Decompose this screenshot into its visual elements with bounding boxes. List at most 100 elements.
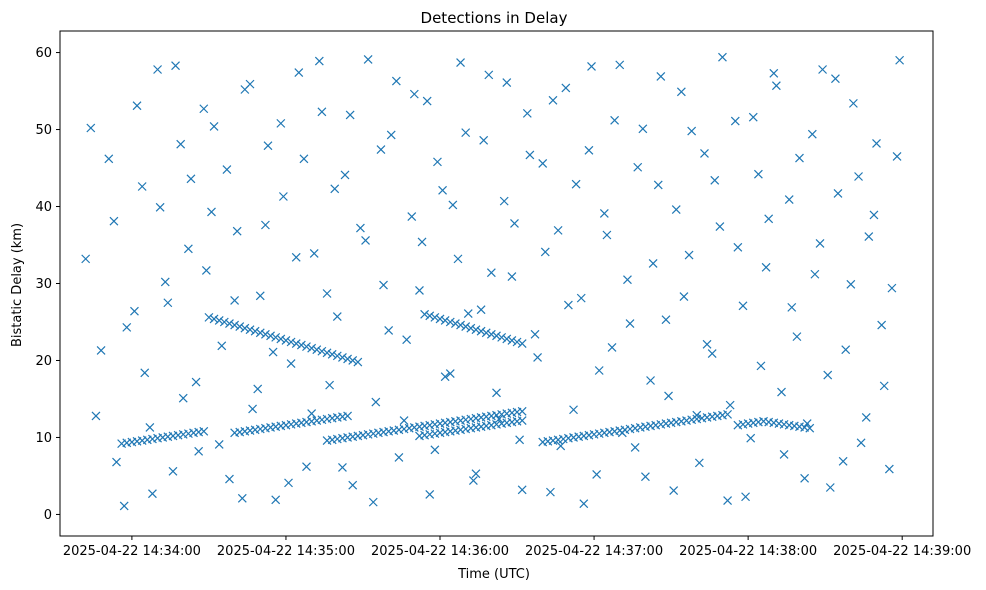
- x-tick-label: 2025-04-22 14:35:00: [217, 544, 355, 559]
- data-point: [656, 71, 666, 81]
- data-point: [761, 262, 771, 272]
- data-point: [240, 323, 250, 333]
- data-point: [515, 435, 525, 445]
- data-point: [433, 157, 442, 167]
- data-point: [230, 320, 240, 330]
- data-point: [168, 466, 178, 476]
- data-point: [327, 349, 337, 359]
- data-point: [517, 416, 527, 425]
- data-point: [291, 339, 301, 348]
- data-point: [420, 309, 430, 319]
- data-point: [861, 413, 871, 422]
- data-point: [104, 154, 114, 164]
- data-point: [294, 68, 304, 77]
- data-point: [718, 52, 727, 62]
- data-point: [332, 312, 342, 322]
- data-point: [533, 352, 543, 362]
- data-point: [209, 314, 219, 324]
- data-point: [153, 65, 162, 74]
- data-point: [230, 296, 240, 305]
- data-point: [517, 485, 527, 495]
- data-point: [484, 70, 494, 80]
- data-point: [132, 101, 142, 111]
- data-point: [386, 130, 396, 140]
- data-point: [694, 458, 704, 468]
- y-axis: 0 10 20 30 40 50 60: [35, 46, 60, 523]
- data-point: [476, 326, 486, 336]
- data-point: [394, 453, 404, 462]
- y-tick-label: 40: [35, 200, 52, 215]
- data-point: [348, 480, 358, 490]
- data-point: [512, 337, 522, 347]
- data-point: [232, 226, 242, 236]
- data-point: [556, 441, 566, 451]
- data-point: [594, 366, 604, 375]
- data-point: [330, 184, 340, 194]
- data-point: [584, 145, 594, 155]
- data-point: [753, 169, 763, 179]
- data-point: [805, 423, 815, 433]
- data-point: [502, 78, 512, 88]
- data-point: [795, 153, 804, 163]
- data-point: [407, 212, 417, 221]
- data-point: [869, 210, 879, 220]
- data-point: [453, 254, 463, 264]
- data-point: [286, 337, 296, 347]
- data-point: [715, 222, 725, 231]
- data-point: [309, 249, 319, 258]
- data-point: [725, 400, 735, 410]
- data-point: [499, 196, 509, 206]
- y-tick-label: 30: [35, 277, 52, 292]
- data-point: [540, 247, 550, 257]
- data-point: [355, 223, 365, 233]
- data-point: [664, 391, 673, 401]
- data-point: [463, 309, 473, 318]
- data-point: [176, 139, 186, 149]
- data-point: [738, 301, 748, 311]
- data-point: [892, 152, 902, 161]
- data-point: [787, 302, 797, 312]
- data-point: [702, 339, 712, 349]
- data-point: [186, 174, 196, 184]
- data-point: [687, 126, 697, 136]
- data-point: [155, 202, 165, 212]
- data-point: [325, 380, 335, 390]
- data-point: [307, 409, 317, 419]
- data-point: [461, 128, 471, 138]
- data-point: [281, 336, 291, 345]
- data-point: [338, 352, 347, 362]
- data-point: [879, 381, 889, 391]
- data-point: [430, 312, 440, 322]
- data-point: [723, 409, 733, 419]
- data-point: [379, 280, 388, 290]
- data-point: [723, 496, 733, 506]
- data-point: [163, 298, 173, 308]
- data-point: [409, 89, 419, 99]
- data-point: [345, 110, 355, 120]
- data-point: [746, 433, 756, 443]
- data-point: [299, 154, 309, 164]
- data-point: [415, 286, 424, 295]
- data-point: [140, 368, 150, 378]
- data-point: [517, 339, 527, 348]
- data-point: [779, 449, 789, 459]
- data-point: [402, 335, 412, 345]
- data-point: [872, 138, 881, 148]
- data-point: [302, 342, 311, 352]
- y-tick-label: 50: [35, 123, 52, 138]
- data-point: [553, 225, 563, 235]
- data-point: [214, 316, 224, 325]
- data-point: [86, 123, 96, 133]
- data-point: [109, 216, 119, 226]
- data-point: [471, 325, 481, 335]
- data-point: [278, 192, 288, 201]
- data-point: [266, 331, 275, 341]
- data-point: [507, 272, 517, 281]
- x-tick-label: 2025-04-22 14:38:00: [679, 544, 817, 559]
- data-point: [296, 340, 306, 350]
- x-axis-label: Time (UTC): [457, 567, 530, 582]
- data-point: [422, 96, 432, 106]
- data-point: [430, 445, 440, 455]
- data-point: [602, 230, 612, 240]
